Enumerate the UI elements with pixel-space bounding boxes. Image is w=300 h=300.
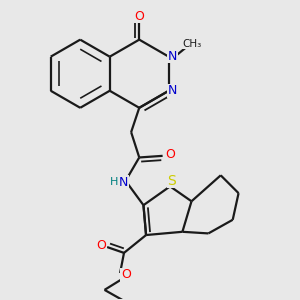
Text: N: N [119,176,128,189]
Text: N: N [168,50,177,62]
Text: CH₃: CH₃ [183,39,202,49]
Text: O: O [165,148,175,161]
Text: S: S [167,173,176,188]
Text: O: O [134,10,144,23]
Text: O: O [121,268,131,281]
Text: N: N [168,84,177,97]
Text: H: H [110,178,118,188]
Text: O: O [96,239,106,252]
